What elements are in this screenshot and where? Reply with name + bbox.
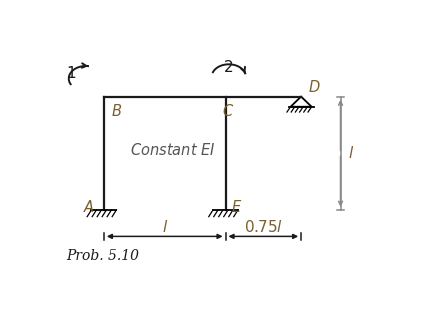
Text: $l$: $l$: [162, 219, 168, 235]
Text: $D$: $D$: [308, 80, 321, 95]
Text: Constant $EI$: Constant $EI$: [130, 141, 216, 158]
Text: $l$: $l$: [348, 145, 354, 161]
Text: $C$: $C$: [222, 103, 234, 119]
Text: $0.75l$: $0.75l$: [244, 219, 283, 235]
Text: 2: 2: [224, 60, 234, 75]
Text: $A$: $A$: [83, 199, 95, 215]
Text: $E$: $E$: [232, 199, 243, 215]
Text: 1: 1: [66, 66, 76, 81]
Text: $B$: $B$: [111, 103, 122, 119]
Text: Prob. 5.10: Prob. 5.10: [66, 249, 139, 263]
